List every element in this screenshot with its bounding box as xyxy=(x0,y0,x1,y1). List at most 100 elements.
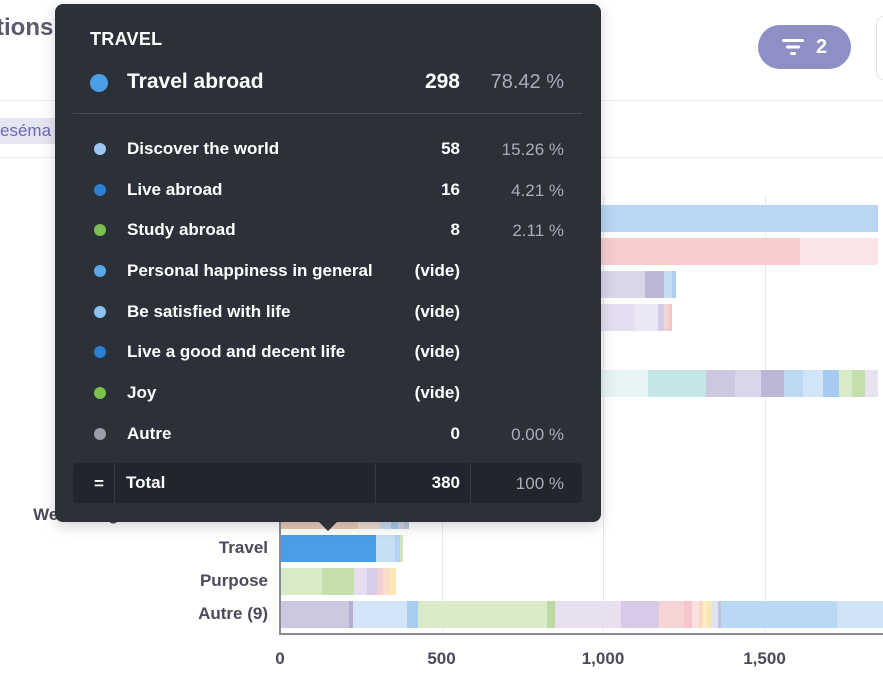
category-label: Travel xyxy=(218,538,268,557)
bar-segment[interactable] xyxy=(657,303,665,331)
legend-dot xyxy=(94,224,106,236)
x-tick-label: 1,000 xyxy=(581,649,625,668)
tooltip-row: Live abroad 16 4.21 % xyxy=(90,175,565,205)
bar-segment[interactable] xyxy=(376,534,395,562)
bar-segment[interactable] xyxy=(761,369,784,397)
tooltip-row-count: (vide) xyxy=(414,302,460,321)
filter-count: 2 xyxy=(815,35,828,58)
bar-segment[interactable] xyxy=(280,567,322,595)
legend-dot xyxy=(94,346,106,358)
category-label: Purpose xyxy=(199,571,268,590)
bar-segment[interactable] xyxy=(692,600,699,628)
tooltip-row-label: Autre xyxy=(127,424,172,443)
filter-chip[interactable]: eséma xyxy=(0,118,60,144)
legend-dot xyxy=(90,74,108,92)
bar-segment[interactable] xyxy=(349,600,354,628)
bar-segment[interactable] xyxy=(422,600,548,628)
tooltip-head-label: Travel abroad xyxy=(127,70,264,93)
total-count: 380 xyxy=(431,473,460,492)
tooltip-row-label: Personal happiness in general xyxy=(127,261,373,280)
page-title: tions xyxy=(0,14,54,41)
tooltip-arrow xyxy=(318,521,338,531)
tooltip-row-label: Live a good and decent life xyxy=(127,342,346,361)
bar-segment[interactable] xyxy=(706,369,736,397)
tooltip-row-count: 8 xyxy=(450,220,460,239)
tooltip-row-count: (vide) xyxy=(414,383,460,402)
bar-segment[interactable] xyxy=(389,567,397,595)
tooltip-head-row: Travel abroad 298 78.42 % xyxy=(90,68,565,98)
tooltip-row-count: (vide) xyxy=(414,261,460,280)
bar-segment[interactable] xyxy=(803,369,823,397)
tooltip-row-pct: 15.26 % xyxy=(501,140,564,159)
tooltip-head-count: 298 xyxy=(424,70,460,93)
tooltip-row-pct: 0.00 % xyxy=(511,425,564,444)
bar-segment[interactable] xyxy=(547,600,556,628)
legend-dot xyxy=(94,387,106,399)
legend-dot xyxy=(94,184,106,196)
tooltip-row-label: Be satisfied with life xyxy=(127,302,291,321)
bar-segment[interactable] xyxy=(800,237,878,265)
bar-segment[interactable] xyxy=(837,600,883,628)
bar-segment[interactable] xyxy=(353,600,407,628)
gridline xyxy=(764,195,766,635)
bar-segment[interactable] xyxy=(400,534,403,562)
bar-segment[interactable] xyxy=(721,600,838,628)
gridline xyxy=(603,195,604,635)
bar-segment[interactable] xyxy=(669,303,673,331)
bar-segment[interactable] xyxy=(280,534,377,562)
bar-segment[interactable] xyxy=(635,303,658,331)
bar-segment[interactable] xyxy=(702,600,707,628)
tooltip-divider xyxy=(73,113,582,114)
bar-segment[interactable] xyxy=(735,369,762,397)
bar-segment[interactable] xyxy=(321,567,355,595)
bar-segment[interactable] xyxy=(672,270,676,298)
bar-segment[interactable] xyxy=(406,600,418,628)
tooltip-row-count: 58 xyxy=(441,139,460,158)
bar-segment[interactable] xyxy=(280,600,350,628)
tooltip-total-row: = Total 380 100 % xyxy=(73,463,582,503)
total-equals-sign: = xyxy=(94,474,104,493)
bar-segment[interactable] xyxy=(711,600,718,628)
bar-segment[interactable] xyxy=(644,270,665,298)
tooltip-row-label: Study abroad xyxy=(127,220,236,239)
total-label: Total xyxy=(126,473,166,492)
bar-segment[interactable] xyxy=(698,600,703,628)
bar-segment[interactable] xyxy=(383,567,390,595)
tooltip-row: Discover the world 58 15.26 % xyxy=(90,134,565,164)
bar-segment[interactable] xyxy=(664,303,670,331)
bar-segment[interactable] xyxy=(684,600,693,628)
bar-segment[interactable] xyxy=(417,600,423,628)
legend-dot xyxy=(94,143,106,155)
bar-segment[interactable] xyxy=(864,369,878,397)
bar-segment[interactable] xyxy=(555,600,622,628)
legend-dot xyxy=(94,428,106,440)
total-pct: 100 % xyxy=(515,474,564,493)
bar-segment[interactable] xyxy=(851,369,865,397)
bar-segment[interactable] xyxy=(664,270,673,298)
bar-segment[interactable] xyxy=(354,567,368,595)
bar-segment[interactable] xyxy=(783,369,804,397)
bar-segment[interactable] xyxy=(838,369,852,397)
tooltip-row: Study abroad 8 2.11 % xyxy=(90,215,565,245)
tooltip-row-pct: 4.21 % xyxy=(511,181,564,200)
bar-segment[interactable] xyxy=(822,369,839,397)
bar-segment[interactable] xyxy=(621,600,659,628)
bar-segment[interactable] xyxy=(648,369,707,397)
tooltip-row-label: Joy xyxy=(127,383,157,402)
filter-button[interactable]: 2 xyxy=(758,25,851,69)
bar-segment[interactable] xyxy=(706,600,712,628)
tooltip-row-count: 16 xyxy=(441,180,460,199)
tooltip-row-count: 0 xyxy=(450,424,460,443)
tooltip-row: Be satisfied with life (vide) xyxy=(90,297,565,327)
tooltip-row: Joy (vide) xyxy=(90,378,565,408)
x-tick-label: 1,500 xyxy=(743,649,786,668)
bar-segment[interactable] xyxy=(717,600,722,628)
tooltip-row-pct: 2.11 % xyxy=(512,221,564,240)
bar-segment[interactable] xyxy=(376,567,384,595)
bar-segment[interactable] xyxy=(367,567,377,595)
legend-dot xyxy=(94,306,106,318)
bar-segment[interactable] xyxy=(658,600,685,628)
tooltip-row-label: Live abroad xyxy=(127,180,223,199)
bar-segment[interactable] xyxy=(394,534,401,562)
tooltip-row: Autre 0 0.00 % xyxy=(90,419,565,449)
